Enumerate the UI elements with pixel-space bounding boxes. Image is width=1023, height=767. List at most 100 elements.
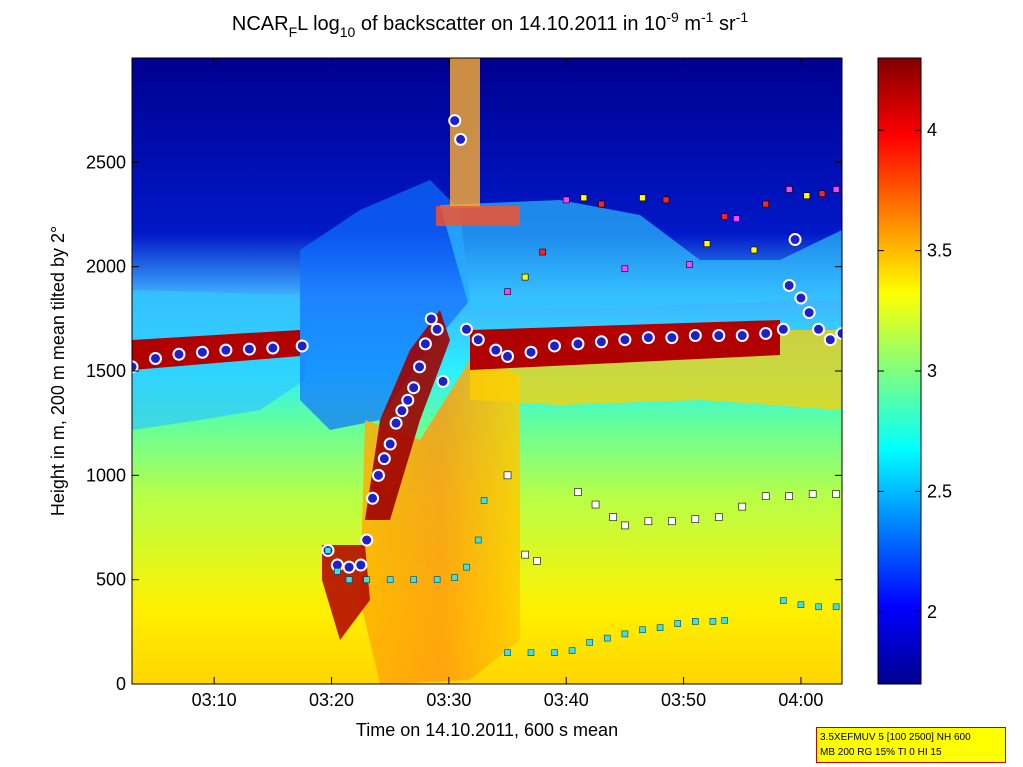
boundary-layer-marker [735,329,749,343]
boundary-layer-marker [172,347,186,361]
boundary-layer-band [132,330,300,370]
upper-layer-marker [580,194,588,202]
x-tick-label: 04:00 [778,690,823,710]
boundary-layer-marker [436,374,450,388]
upper-layer-marker [662,196,670,204]
processing-info-box: 3.5XEFMUV 5 [100 2500] NH 600 MB 200 RG … [816,727,1006,763]
upper-layer-marker [539,248,547,256]
colorbar [877,57,922,685]
mid-layer-marker [691,515,700,523]
cyan-layer-marker [480,497,488,504]
boundary-layer-marker [712,329,726,343]
boundary-layer-marker [219,343,233,357]
boundary-layer-marker [430,322,444,336]
boundary-layer-marker [418,337,432,351]
mid-layer-marker [644,517,653,526]
cyan-layer-marker [621,630,629,638]
y-tick-label: 2000 [86,257,126,277]
upper-layer-marker [818,190,826,197]
upper-layer-marker [733,215,740,222]
boundary-layer-marker [377,452,391,466]
x-tick-label: 03:40 [544,690,589,710]
mid-layer-marker [785,492,793,501]
boundary-layer-marker [665,331,679,345]
boundary-layer-marker [195,345,209,359]
cyan-layer-marker [410,576,417,583]
boundary-layer-marker [459,322,473,336]
rising-plume-edge [365,310,450,520]
upper-layer-marker [762,200,770,208]
mid-layer-marker [832,490,840,498]
mid-layer-marker [503,471,512,480]
upper-layer-marker [686,261,693,268]
cyan-layer-marker [568,647,576,654]
cyan-layer-marker [721,617,728,624]
mid-layer-marker [533,557,541,565]
y-tick-label: 500 [96,570,126,590]
mid-layer-marker [521,550,529,559]
cyan-layer-marker [709,618,717,625]
boundary-layer-marker [835,326,842,340]
cloud-region-middle [300,180,470,430]
cyan-layer-marker [692,618,699,625]
boundary-layer-marker [424,312,438,326]
upper-layer-marker [785,186,793,193]
boundary-layer-marker [641,331,655,345]
cyan-layer-marker [324,547,332,554]
upper-layer-marker [703,240,711,248]
cyan-layer-marker [363,576,371,583]
boundary-layer-marker [360,533,374,547]
upper-layer-strip [436,206,520,226]
cyan-layer-marker [474,536,482,544]
boundary-layer-marker [448,114,462,128]
cyan-layer-marker [433,576,441,583]
mid-layer-marker [738,502,747,511]
mid-layer-marker [761,492,770,501]
mid-layer-marker [808,490,817,498]
boundary-layer-marker [759,326,773,340]
boundary-layer-marker [802,306,816,320]
mid-layer-marker [668,517,676,526]
boundary-layer-marker [776,322,790,336]
boundary-layer-marker [688,329,702,343]
tall-plume-column [450,58,480,208]
boundary-layer-marker [794,291,808,305]
x-tick-label: 03:20 [309,690,354,710]
boundary-layer-marker [389,416,403,430]
boundary-layer-marker [354,558,368,572]
boundary-layer-marker [342,560,356,574]
cyan-layer-marker [780,597,787,604]
cyan-layer-marker [334,568,341,575]
boundary-layer-marker [383,437,397,451]
cyan-layer-marker [504,649,511,657]
upper-layer-marker [621,265,629,273]
y-axis-label: Height in m, 200 m mean tilted by 2° [48,226,68,516]
boundary-layer-marker [471,333,485,347]
boundary-layer-marker [782,278,796,292]
boundary-layer-marker [524,345,538,359]
boundary-layer-marker [148,351,162,365]
info-line-1: 3.5XEFMUV 5 [100 2500] NH 600 [820,732,971,743]
cloud-region-right [440,200,842,310]
boundary-layer-marker [618,333,632,347]
cyan-layer-marker [386,576,394,583]
cyan-layer-marker [527,649,535,657]
upper-layer-marker [521,273,529,281]
mid-layer-marker [609,513,617,521]
colorbar-tick-label: 2 [927,602,937,622]
cyan-layer-marker [463,563,470,571]
boundary-layer-marker [132,360,139,374]
boundary-layer-marker [501,349,515,363]
boundary-layer-marker [594,335,608,349]
chart-title: NCARFL log10 of backscatter on 14.10.201… [232,9,748,40]
boundary-layer-marker [371,468,385,482]
upper-layer-marker [832,186,840,193]
boundary-layer-marker [489,343,503,357]
upper-layer-marker [803,192,811,200]
boundary-layer-marker [401,393,415,407]
boundary-layer-marker [547,339,561,353]
boundary-layer-marker [788,233,802,247]
boundary-layer-marker [812,322,826,336]
y-tick-label: 1500 [86,361,126,381]
